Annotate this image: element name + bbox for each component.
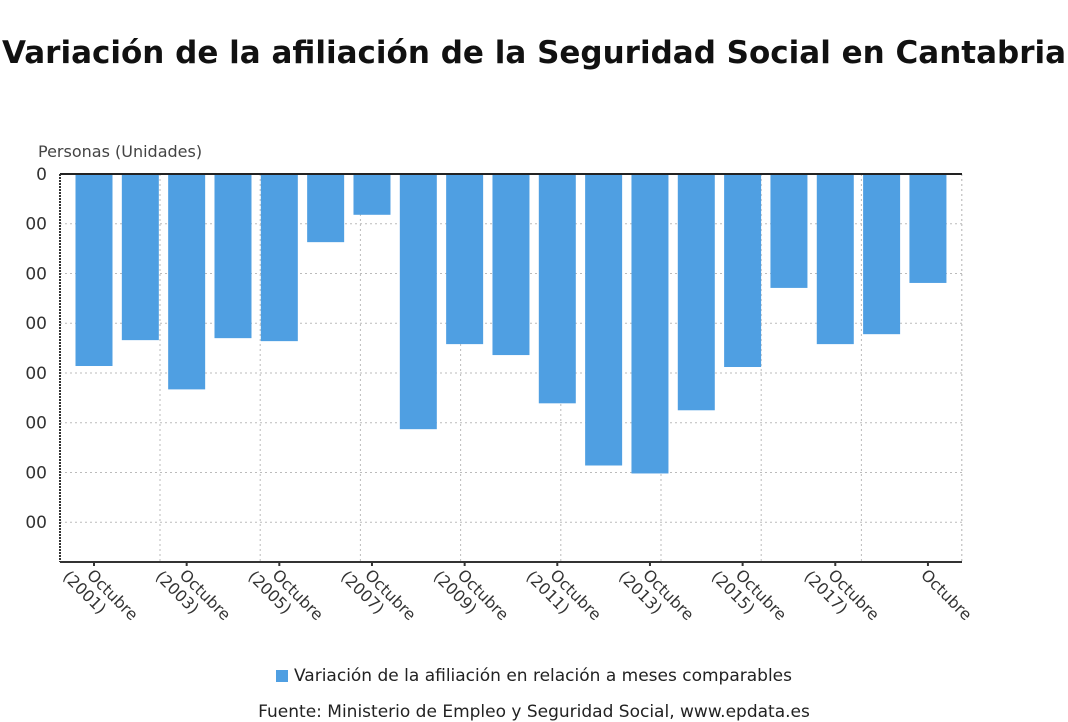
y-tick-label: 00 [25, 314, 47, 334]
bar [307, 174, 345, 243]
bar [75, 174, 113, 367]
y-tick-label: 00 [25, 364, 47, 384]
x-tick-label: Octubre(2013) [615, 565, 698, 624]
y-tick-label: 0 [36, 165, 47, 185]
bar [492, 174, 530, 356]
bar [121, 174, 159, 341]
bar [260, 174, 298, 342]
y-tick-label: 00 [25, 463, 47, 483]
x-tick-label: Octubre(2007) [337, 565, 420, 624]
bar [399, 174, 437, 430]
x-tick-label: Octubre [917, 565, 976, 624]
bar [816, 174, 854, 345]
chart-title: Variación de la afiliación de la Segurid… [1, 35, 1067, 71]
x-tick-label: Octubre(2009) [430, 565, 513, 624]
source-note: Fuente: Ministerio de Empleo y Seguridad… [258, 702, 810, 722]
bar [863, 174, 901, 335]
bar [631, 174, 669, 474]
legend-label: Variación de la afiliación en relación a… [293, 666, 792, 686]
x-tick-label: Octubre(2015) [708, 565, 791, 624]
legend-swatch [275, 670, 288, 682]
y-tick-label: 00 [25, 513, 47, 533]
x-tick-label-line1: Octubre [917, 565, 976, 624]
bar [724, 174, 762, 368]
x-tick-label: Octubre(2005) [244, 565, 327, 624]
bar [677, 174, 715, 411]
bar [585, 174, 623, 466]
bar [538, 174, 576, 404]
y-tick-label: 00 [25, 264, 47, 284]
x-tick-label: Octubre(2017) [800, 565, 883, 624]
y-axis-label: Personas (Unidades) [38, 142, 202, 161]
bar [446, 174, 484, 345]
bar [909, 174, 947, 283]
bar [214, 174, 252, 339]
bar [770, 174, 808, 288]
y-tick-label: 00 [25, 215, 47, 235]
legend: Variación de la afiliación en relación a… [0, 666, 1068, 686]
x-tick-label: Octubre(2001) [59, 565, 142, 624]
y-tick-label: 00 [25, 414, 47, 434]
x-tick-label: Octubre(2003) [152, 565, 235, 624]
bar [353, 174, 391, 215]
x-tick-label: Octubre(2011) [522, 565, 605, 624]
bar [168, 174, 206, 390]
